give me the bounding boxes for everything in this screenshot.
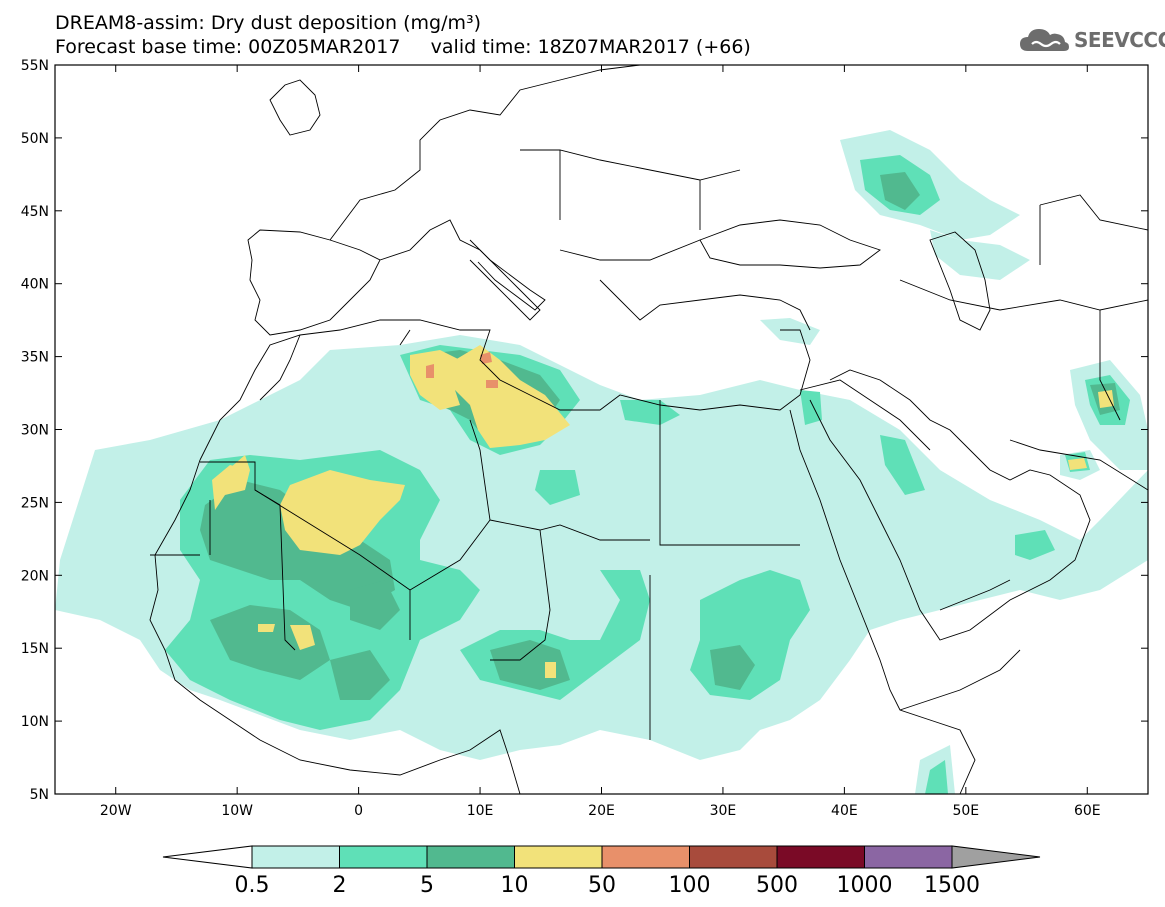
colorbar-low-end [162, 845, 253, 869]
lat-tick-label: 5N [30, 787, 49, 803]
colorbar-swatch [864, 845, 953, 869]
level-50-100 [426, 352, 498, 388]
colorbar-swatch [689, 845, 778, 869]
colorbar-label: 0.5 [235, 873, 270, 898]
lat-tick-label: 20N [21, 568, 49, 584]
colorbar-label: 2 [333, 873, 347, 898]
forecast-times: Forecast base time: 00Z05MAR2017 valid t… [55, 36, 751, 58]
logo-text: SEEVCCC [1074, 28, 1165, 52]
lon-tick-label: 50E [952, 803, 979, 819]
colorbar-label: 500 [756, 873, 798, 898]
colorbar-label: 1000 [837, 873, 893, 898]
colorbar-label: 100 [669, 873, 711, 898]
latitude-axis: 55N 50N 45N 40N 35N 30N 25N 20N 15N 10N 5N [21, 58, 1148, 803]
lon-tick-label: 20E [588, 803, 615, 819]
lat-tick-label: 15N [21, 641, 49, 657]
seevccc-logo: SEEVCCC [1018, 24, 1165, 56]
lon-tick-label: 30E [710, 803, 737, 819]
colorbar-legend: 0.5 2 5 10 50 100 500 1000 1500 [162, 845, 1041, 898]
map-title: DREAM8-assim: Dry dust deposition (mg/m³… [55, 12, 482, 34]
lat-tick-label: 10N [21, 714, 49, 730]
lon-tick-label: 0 [354, 803, 363, 819]
colorbar-swatch [251, 845, 340, 869]
colorbar-label: 1500 [924, 873, 980, 898]
colorbar-swatch [339, 845, 428, 869]
base-time: Forecast base time: 00Z05MAR2017 [55, 36, 401, 58]
lat-tick-label: 35N [21, 350, 49, 366]
cloud-icon [1020, 29, 1069, 51]
colorbar-label: 50 [588, 873, 616, 898]
valid-time: valid time: 18Z07MAR2017 (+66) [430, 36, 751, 58]
longitude-axis: 20W 10W 0 10E 20E 30E 40E 50E 60E [100, 65, 1101, 819]
lat-tick-label: 25N [21, 495, 49, 511]
colorbar-swatch [426, 845, 515, 869]
colorbar-label: 5 [420, 873, 434, 898]
lat-tick-label: 40N [21, 277, 49, 293]
colorbar-swatch [514, 845, 603, 869]
lat-tick-label: 30N [21, 423, 49, 439]
lat-tick-label: 55N [21, 58, 49, 74]
colorbar-high-end [951, 845, 1041, 869]
lon-tick-label: 60E [1074, 803, 1101, 819]
colorbar-swatch [601, 845, 690, 869]
colorbar-label: 10 [501, 873, 529, 898]
lon-tick-label: 20W [100, 803, 132, 819]
level-10-50 [212, 345, 1114, 678]
colorbar-swatch [776, 845, 865, 869]
lon-tick-label: 40E [831, 803, 858, 819]
lon-tick-label: 10E [467, 803, 494, 819]
lon-tick-label: 10W [221, 803, 253, 819]
dust-field-layer [55, 130, 1148, 794]
lat-tick-label: 50N [21, 131, 49, 147]
coastlines-borders [149, 65, 1148, 794]
lat-tick-label: 45N [21, 204, 49, 220]
